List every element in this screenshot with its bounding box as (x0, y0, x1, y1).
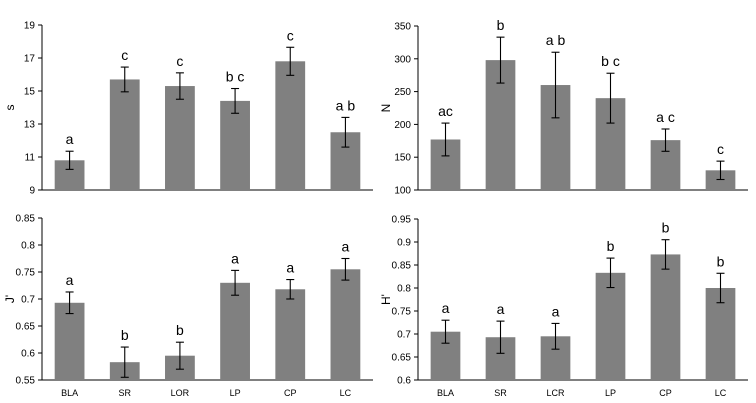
significance-letter: a (497, 301, 505, 317)
y-tick-label: 17 (24, 54, 36, 65)
y-tick-label: 9 (29, 186, 35, 197)
significance-letter: b (662, 220, 670, 236)
significance-letter: c (717, 141, 724, 157)
bar (330, 269, 361, 380)
significance-letter: b (497, 17, 505, 33)
x-tick-label: SR (494, 388, 507, 398)
bar (705, 170, 736, 190)
significance-letter: c (176, 53, 183, 69)
y-tick-label: 0.55 (16, 376, 36, 387)
y-tick-label: 19 (24, 21, 36, 32)
y-tick-label: 200 (394, 120, 411, 131)
x-tick-label: LP (605, 388, 616, 398)
significance-letter: c (121, 47, 128, 63)
significance-letter: b c (226, 69, 245, 85)
y-tick-label: 13 (24, 120, 36, 131)
y-tick-label: 0.8 (397, 284, 411, 295)
y-tick-label: 250 (394, 87, 411, 98)
panel-species-richness: 9 11 13 15 17 19 s a c c b c c a b (3, 21, 373, 197)
y-tick-label: 300 (394, 54, 411, 65)
panel-abundance: 100 150 200 250 300 350 N ac b a b b c a c c (379, 17, 748, 197)
significance-letter: a (442, 300, 450, 316)
panel-evenness: 0.55 0.6 0.65 0.7 0.75 0.8 0.85 J' a BLA b SR b LOR a L… (3, 214, 373, 398)
x-tick-label: LOR (171, 388, 190, 398)
y-tick-label: 0.75 (16, 268, 36, 279)
y-tick-label: 15 (24, 87, 36, 98)
x-tick-label: BLA (61, 388, 78, 398)
significance-letter: a b (336, 97, 356, 113)
significance-letter: b c (601, 53, 620, 69)
x-tick-label: CP (659, 388, 672, 398)
y-tick-label: 0.6 (21, 349, 35, 360)
y-axis-label: H' (379, 294, 393, 305)
bar (595, 272, 626, 380)
y-tick-label: 0.95 (392, 215, 412, 226)
x-tick-label: LC (340, 388, 352, 398)
significance-letter: c (287, 27, 294, 43)
significance-letter: a c (656, 109, 675, 125)
significance-letter: a (342, 239, 350, 255)
y-tick-label: 0.75 (392, 307, 412, 318)
significance-letter: a (66, 131, 74, 147)
bar (275, 61, 306, 190)
significance-letter: b (121, 327, 129, 343)
significance-letter: b (607, 238, 615, 254)
y-tick-label: 0.8 (21, 241, 35, 252)
y-tick-label: 0.65 (16, 322, 36, 333)
panel-diversity: 0.6 0.65 0.7 0.75 0.8 0.85 0.9 0.95 H' a BLA a SR a LC… (379, 215, 748, 398)
x-tick-label: LC (715, 388, 727, 398)
bar (220, 282, 250, 380)
significance-letter: a (231, 250, 239, 266)
y-tick-label: 0.6 (397, 376, 411, 387)
significance-letter: b (176, 322, 184, 338)
y-tick-label: 350 (394, 22, 411, 33)
x-tick-label: LCR (546, 388, 565, 398)
y-tick-label: 0.85 (392, 261, 412, 272)
y-axis-label: s (3, 105, 17, 111)
bar (275, 289, 306, 380)
y-tick-label: 100 (394, 186, 411, 197)
y-tick-label: 0.7 (397, 330, 411, 341)
x-tick-label: CP (284, 388, 297, 398)
y-tick-label: 11 (25, 153, 36, 164)
bar (705, 288, 736, 380)
significance-letter: ac (438, 103, 453, 119)
y-axis-label: J' (3, 295, 17, 303)
bar (54, 302, 85, 380)
x-tick-label: BLA (437, 388, 454, 398)
y-tick-label: 0.7 (21, 295, 35, 306)
significance-letter: a (66, 272, 74, 288)
y-tick-label: 0.9 (397, 238, 411, 249)
significance-letter: a (286, 260, 294, 276)
significance-letter: b (717, 253, 725, 269)
y-axis-label: N (379, 104, 393, 113)
y-tick-label: 0.85 (16, 214, 36, 225)
bar (650, 254, 681, 380)
bar (220, 100, 250, 190)
y-tick-label: 0.65 (392, 353, 412, 364)
x-tick-label: LP (230, 388, 241, 398)
y-tick-label: 150 (394, 153, 411, 164)
bar (109, 79, 140, 190)
significance-letter: a (552, 303, 560, 319)
significance-letter: a b (546, 32, 566, 48)
bar (165, 86, 195, 190)
x-tick-label: SR (118, 388, 131, 398)
